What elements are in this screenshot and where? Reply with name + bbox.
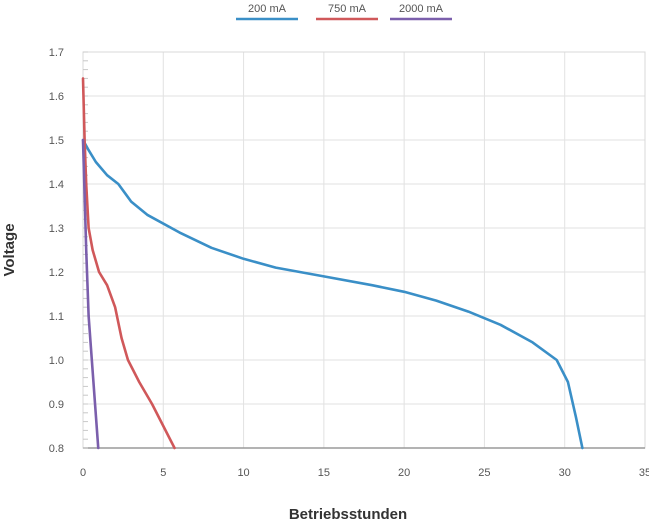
x-tick-label: 30 <box>559 467 571 479</box>
series-line-750-ma <box>81 77 176 450</box>
legend: 200 mA 750 mA 2000 mA <box>236 3 452 21</box>
series-line-200-ma <box>81 138 584 450</box>
y-tick-label: 1.0 <box>49 355 64 367</box>
legend-label: 750 mA <box>328 3 367 15</box>
plot-frame <box>82 51 646 449</box>
x-tick-label: 25 <box>478 467 490 479</box>
y-tick-label: 1.2 <box>49 267 64 279</box>
x-tick-label: 10 <box>237 467 249 479</box>
x-tick-labels: 0 5 10 15 20 25 30 35 <box>80 467 649 479</box>
series-line-2000-ma <box>81 138 100 450</box>
legend-label: 2000 mA <box>399 3 444 15</box>
legend-label: 200 mA <box>248 3 287 15</box>
grid-lines <box>82 51 646 449</box>
y-tick-label: 0.8 <box>49 443 64 455</box>
x-tick-label: 5 <box>160 467 166 479</box>
x-tick-label: 35 <box>639 467 649 479</box>
y-tick-label: 1.4 <box>49 179 64 191</box>
x-axis-title: Betriebsstunden <box>289 506 407 521</box>
y-tick-label: 0.9 <box>49 399 64 411</box>
y-tick-label: 1.3 <box>49 223 64 235</box>
y-tick-label: 1.1 <box>49 311 64 323</box>
y-tick-label: 1.7 <box>49 47 64 59</box>
y-tick-labels: 0.8 0.9 1.0 1.1 1.2 1.3 1.4 1.5 1.6 1.7 <box>49 47 64 455</box>
x-tick-label: 0 <box>80 467 86 479</box>
y-axis-title: Voltage <box>1 223 18 276</box>
x-tick-label: 20 <box>398 467 410 479</box>
series-lines <box>81 77 584 450</box>
y-tick-label: 1.5 <box>49 135 64 147</box>
y-tick-label: 1.6 <box>49 91 64 103</box>
plot-border <box>82 51 646 449</box>
x-tick-label: 15 <box>318 467 330 479</box>
